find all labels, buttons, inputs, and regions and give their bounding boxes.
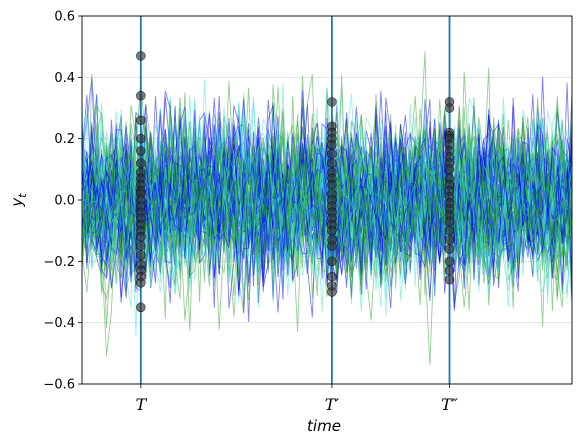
- sample-point: [136, 277, 146, 288]
- series-line: [82, 116, 572, 296]
- sample-point: [136, 158, 146, 168]
- sample-point: [444, 265, 455, 276]
- y-tick-label: 0.6: [54, 10, 75, 25]
- sample-point: [444, 103, 455, 113]
- sample-point: [136, 115, 146, 126]
- sample-point: [327, 271, 337, 282]
- x-tick-label: T′: [325, 395, 340, 414]
- sample-point: [444, 235, 455, 245]
- x-axis: T T′ T″: [135, 384, 458, 414]
- y-axis: −0.6 −0.4 −0.2 0.0 0.2 0.4 0.6: [43, 10, 82, 393]
- sample-point: [136, 51, 146, 61]
- sample-point: [136, 146, 146, 156]
- sample-point: [444, 225, 455, 236]
- sample-point: [327, 140, 337, 150]
- y-tick-label: −0.6: [43, 378, 75, 393]
- y-tick-label: −0.4: [43, 316, 75, 331]
- sample-point: [327, 149, 337, 159]
- x-tick-label: T: [135, 395, 147, 414]
- sample-point: [444, 256, 455, 267]
- y-tick-label: 0.2: [54, 132, 75, 147]
- sample-point: [444, 274, 455, 285]
- series-lines: [82, 51, 572, 366]
- sample-point: [136, 133, 146, 144]
- y-tick-label: −0.2: [43, 255, 75, 270]
- y-tick-label: 0.0: [54, 194, 75, 209]
- sample-point: [136, 232, 146, 242]
- sample-point: [327, 97, 337, 107]
- sample-point: [136, 302, 146, 313]
- series-line: [82, 115, 572, 278]
- series-line: [82, 102, 572, 319]
- sample-point: [327, 287, 337, 297]
- sample-point: [327, 158, 337, 168]
- sample-point: [136, 250, 146, 260]
- sample-point: [327, 241, 337, 251]
- sample-point: [327, 256, 337, 267]
- sample-point: [444, 244, 455, 254]
- series-line: [82, 75, 572, 295]
- x-tick-label: T″: [441, 395, 458, 414]
- sample-points: [136, 51, 455, 313]
- sample-point: [444, 164, 455, 175]
- sample-point: [136, 241, 146, 251]
- x-axis-label: time: [307, 417, 341, 435]
- sample-point: [136, 90, 146, 101]
- sample-point: [327, 225, 337, 236]
- y-tick-label: 0.4: [54, 71, 75, 86]
- sample-point: [444, 216, 455, 227]
- sample-point: [327, 179, 337, 190]
- y-axis-label: yt: [8, 193, 29, 208]
